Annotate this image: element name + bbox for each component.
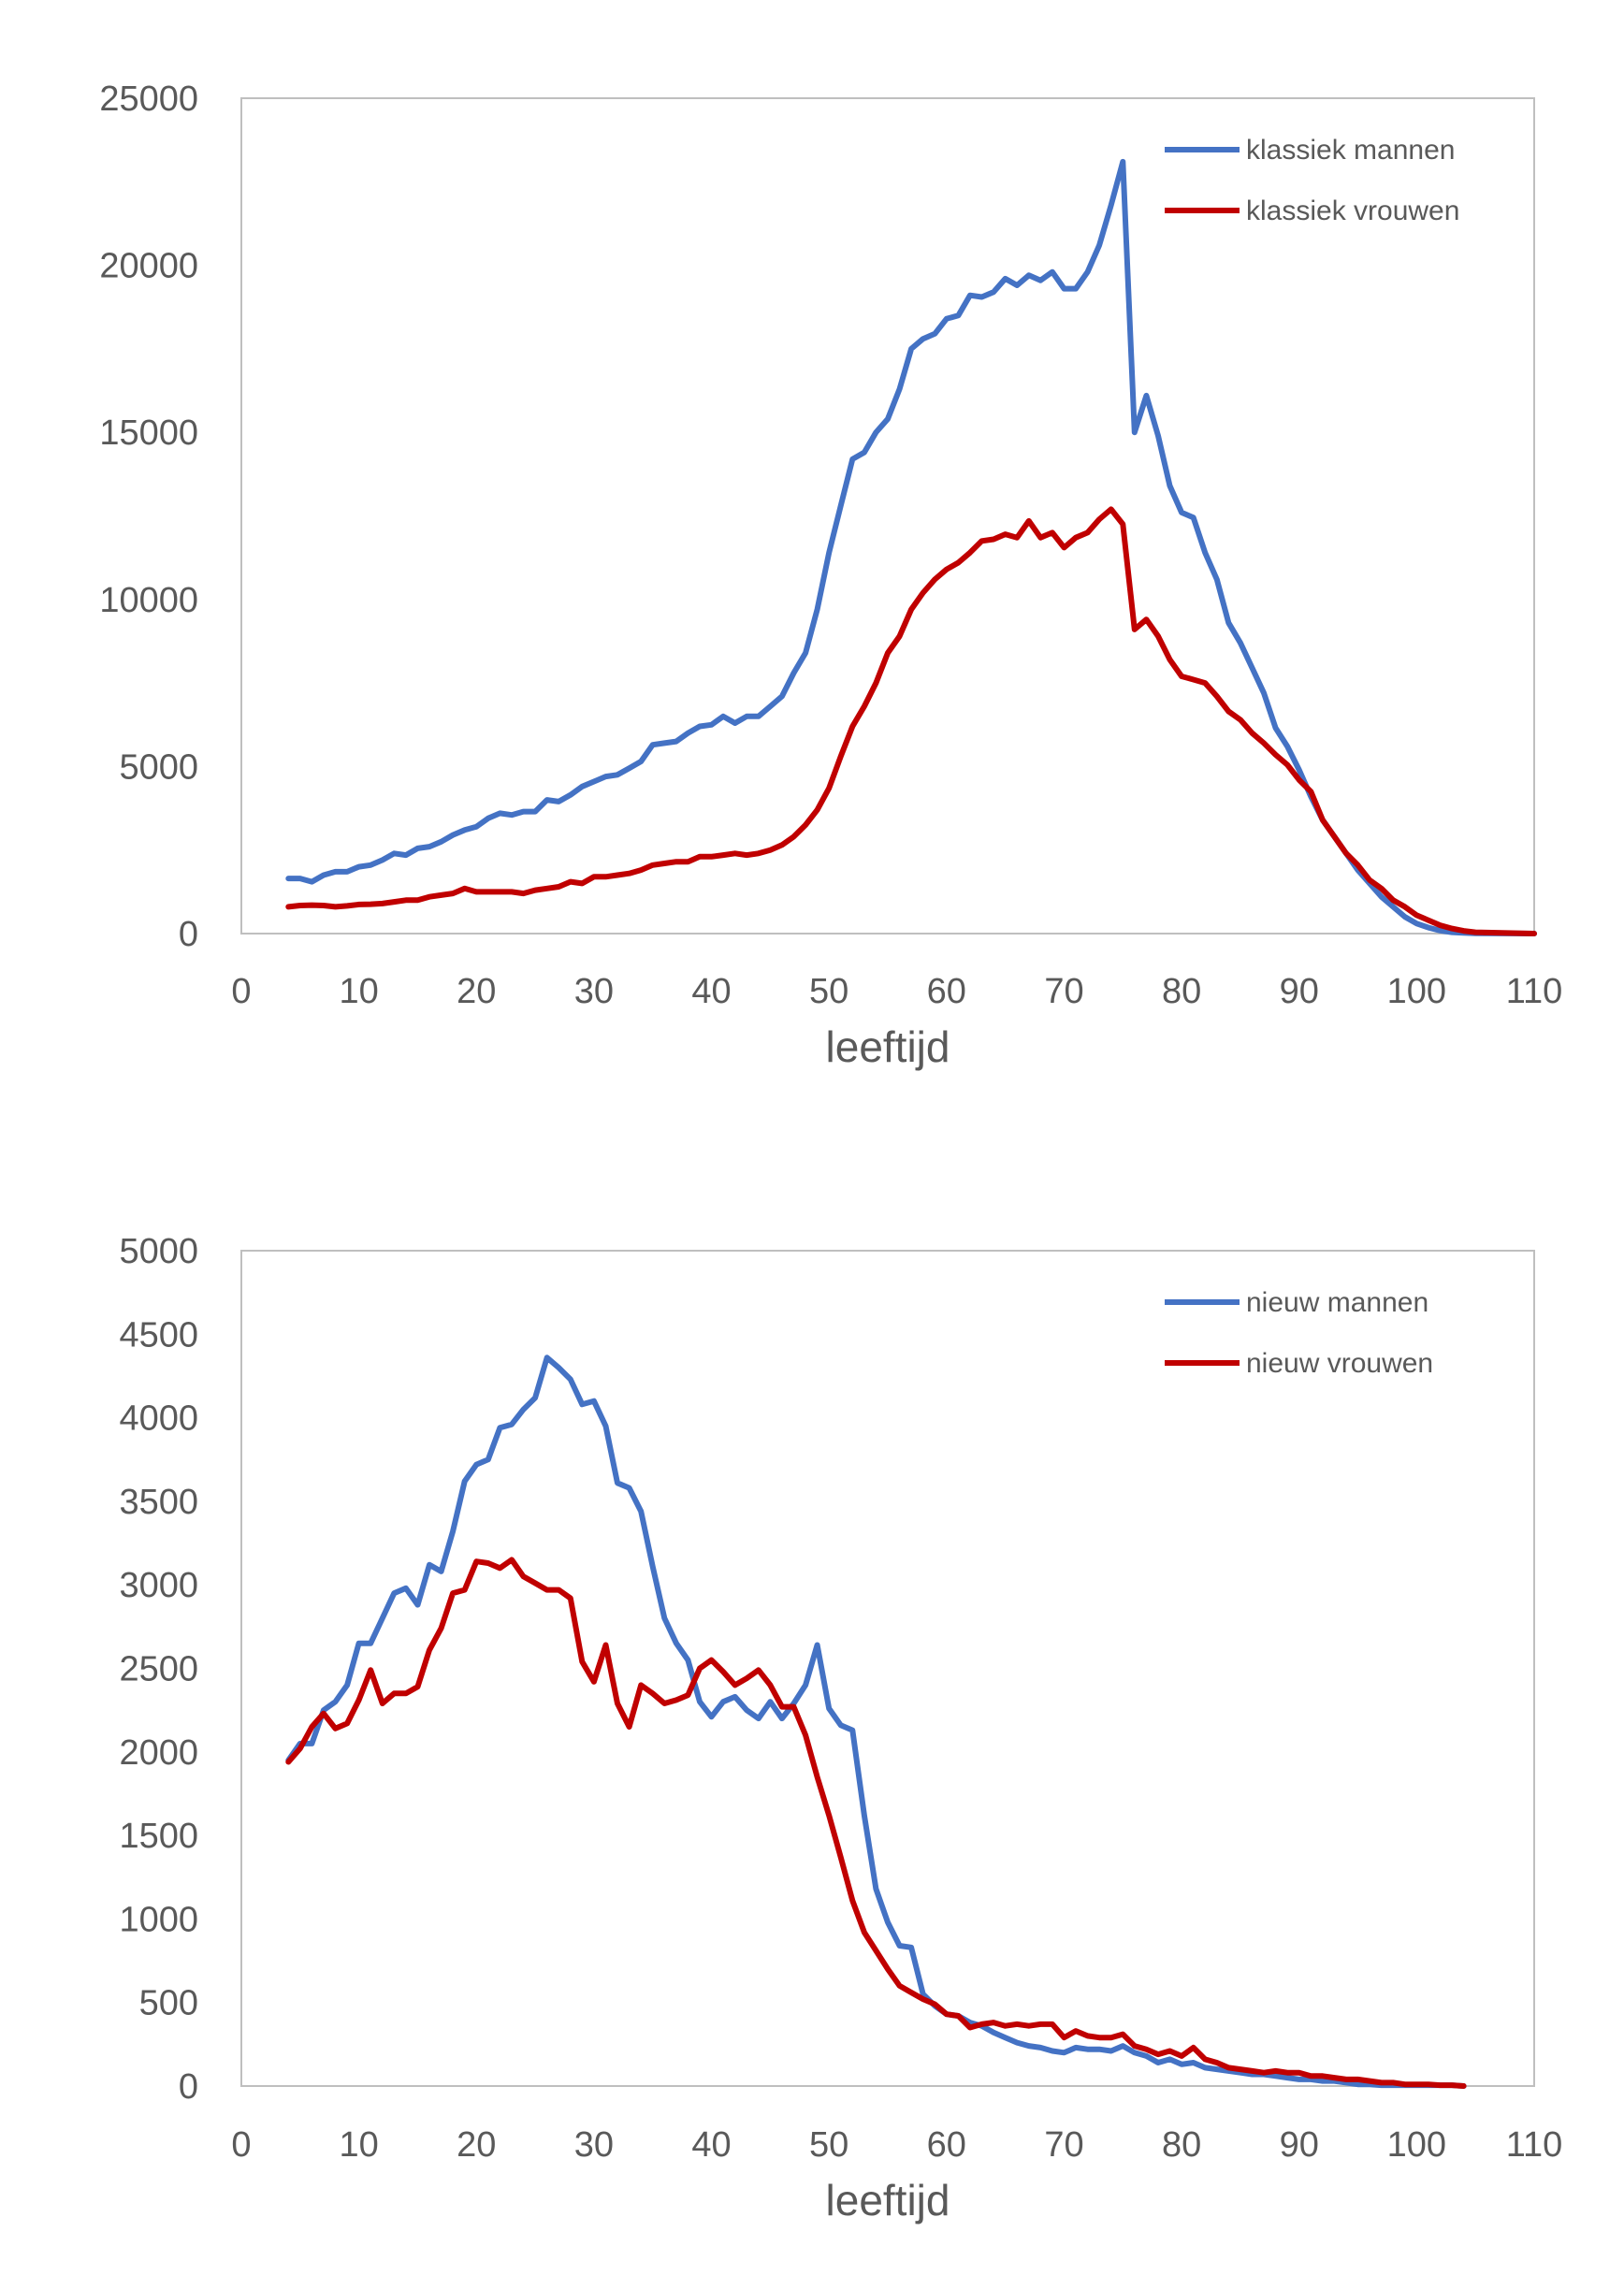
x-tick-label: 50 — [809, 972, 848, 1011]
y-tick-label: 500 — [139, 1984, 198, 2023]
legend-label: klassiek vrouwen — [1246, 196, 1459, 226]
x-axis-title: leeftijd — [826, 2176, 950, 2224]
y-tick-label: 2500 — [119, 1650, 198, 1689]
y-tick-label: 1000 — [119, 1900, 198, 1939]
y-tick-label: 5000 — [119, 1232, 198, 1271]
legend-label: nieuw vrouwen — [1246, 1348, 1433, 1379]
x-tick-label: 30 — [574, 972, 614, 1011]
legend-label: klassiek mannen — [1246, 135, 1455, 166]
x-tick-label: 110 — [1506, 972, 1563, 1011]
plot-area-frame — [240, 97, 1535, 935]
x-tick-label: 20 — [457, 2125, 496, 2165]
y-tick-label: 25000 — [99, 80, 198, 119]
plot-area-frame — [240, 1250, 1535, 2087]
x-tick-label: 60 — [927, 972, 966, 1011]
y-tick-label: 4500 — [119, 1315, 198, 1355]
series-line-klassiek-vrouwen — [285, 506, 1537, 936]
y-tick-label: 0 — [179, 915, 198, 954]
chart-nieuw: 0500100015002000250030003500400045005000… — [119, 1232, 1562, 2224]
y-tick-label: 20000 — [99, 247, 198, 286]
x-tick-label: 70 — [1044, 2125, 1083, 2165]
x-tick-label: 20 — [457, 972, 496, 1011]
x-tick-label: 100 — [1387, 972, 1446, 1011]
y-tick-label: 10000 — [99, 581, 198, 620]
y-tick-label: 1500 — [119, 1817, 198, 1856]
y-tick-label: 15000 — [99, 413, 198, 453]
x-tick-label: 110 — [1506, 2125, 1563, 2165]
y-tick-label: 0 — [179, 2067, 198, 2107]
x-tick-label: 0 — [231, 972, 251, 1011]
x-tick-label: 80 — [1162, 972, 1201, 1011]
x-tick-label: 40 — [691, 2125, 731, 2165]
x-tick-label: 10 — [339, 972, 378, 1011]
x-tick-label: 60 — [927, 2125, 966, 2165]
x-tick-label: 40 — [691, 972, 731, 1011]
x-tick-label: 90 — [1280, 972, 1319, 1011]
x-tick-label: 90 — [1280, 2125, 1319, 2165]
y-tick-label: 5000 — [119, 747, 198, 787]
x-tick-label: 50 — [809, 2125, 848, 2165]
series-line-nieuw-vrouwen — [285, 1557, 1467, 2089]
x-tick-label: 70 — [1044, 972, 1083, 1011]
x-tick-label: 30 — [574, 2125, 614, 2165]
y-tick-label: 4000 — [119, 1399, 198, 1439]
legend-label: nieuw mannen — [1246, 1287, 1428, 1318]
chart-klassiek: 0 5000 10000 15000 20000 25000 0 10 20 30 40 50 60 70… — [99, 80, 1562, 1071]
y-tick-label: 2000 — [119, 1733, 198, 1773]
x-tick-label: 0 — [231, 2125, 251, 2165]
x-axis-title: leeftijd — [826, 1022, 950, 1071]
series-line-nieuw-mannen — [285, 1355, 1467, 2089]
y-tick-label: 3000 — [119, 1566, 198, 1605]
x-tick-label: 80 — [1162, 2125, 1201, 2165]
x-tick-label: 10 — [339, 2125, 378, 2165]
y-tick-label: 3500 — [119, 1483, 198, 1522]
series-line-klassiek-mannen — [285, 158, 1537, 936]
x-tick-label: 100 — [1387, 2125, 1446, 2165]
